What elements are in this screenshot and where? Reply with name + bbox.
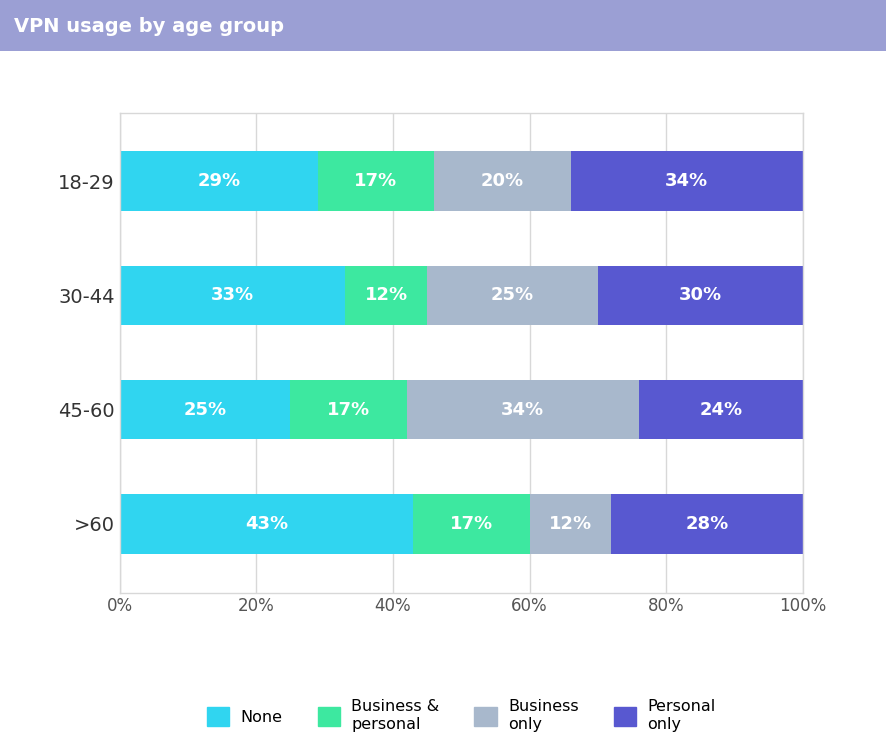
Bar (120, 152, 317, 211)
Bar (529, 494, 610, 554)
Text: 12%: 12% (364, 286, 408, 304)
Text: 12%: 12% (548, 515, 592, 533)
Text: 34%: 34% (501, 400, 544, 418)
Bar (610, 494, 802, 554)
Bar (291, 380, 406, 440)
Bar (570, 152, 802, 211)
Legend: None, Business &
personal, Business
only, Personal
only: None, Business & personal, Business only… (200, 693, 721, 738)
Text: 24%: 24% (698, 400, 742, 418)
Text: 20%: 20% (480, 172, 524, 190)
Text: 25%: 25% (490, 286, 533, 304)
Text: 17%: 17% (354, 172, 397, 190)
Text: 28%: 28% (685, 515, 728, 533)
Bar (345, 266, 427, 325)
Text: 30%: 30% (678, 286, 721, 304)
Bar (597, 266, 802, 325)
Text: 29%: 29% (197, 172, 240, 190)
Text: 43%: 43% (245, 515, 288, 533)
Text: 17%: 17% (327, 400, 369, 418)
Bar (413, 494, 529, 554)
Bar (120, 380, 291, 440)
Text: 33%: 33% (211, 286, 253, 304)
Text: 17%: 17% (449, 515, 493, 533)
Text: VPN usage by age group: VPN usage by age group (14, 17, 284, 36)
Bar (427, 266, 597, 325)
Bar (638, 380, 802, 440)
Bar (433, 152, 570, 211)
Text: 25%: 25% (183, 400, 227, 418)
Text: 34%: 34% (664, 172, 707, 190)
Bar (406, 380, 638, 440)
Bar (317, 152, 433, 211)
Bar (120, 494, 413, 554)
Bar (120, 266, 345, 325)
